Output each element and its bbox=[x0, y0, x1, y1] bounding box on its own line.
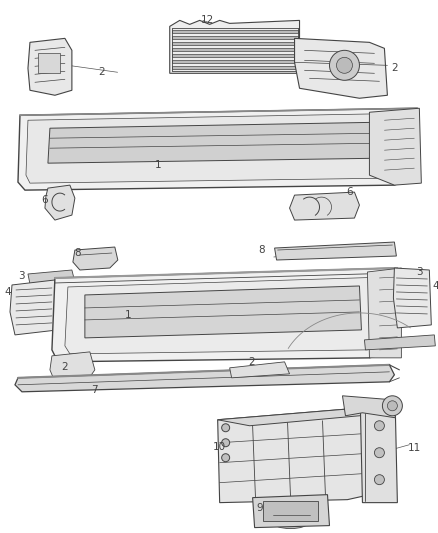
Polygon shape bbox=[28, 270, 75, 284]
Polygon shape bbox=[10, 280, 58, 335]
Circle shape bbox=[222, 439, 230, 447]
Polygon shape bbox=[45, 185, 75, 220]
Polygon shape bbox=[393, 268, 431, 328]
Polygon shape bbox=[294, 38, 387, 98]
Polygon shape bbox=[230, 362, 290, 378]
Bar bbox=[38, 53, 60, 74]
Circle shape bbox=[374, 448, 385, 458]
Polygon shape bbox=[85, 286, 361, 338]
Bar bbox=[172, 66, 297, 69]
Polygon shape bbox=[253, 495, 329, 528]
Text: 1: 1 bbox=[155, 160, 161, 170]
Polygon shape bbox=[48, 122, 381, 163]
Polygon shape bbox=[218, 408, 392, 426]
Circle shape bbox=[382, 396, 403, 416]
Text: 10: 10 bbox=[213, 442, 226, 452]
Polygon shape bbox=[18, 108, 419, 190]
Polygon shape bbox=[275, 242, 396, 260]
Text: 2: 2 bbox=[62, 362, 68, 372]
Bar bbox=[172, 54, 297, 58]
Bar bbox=[172, 30, 297, 34]
Polygon shape bbox=[367, 268, 401, 358]
Text: 12: 12 bbox=[201, 15, 214, 26]
Text: 1: 1 bbox=[124, 310, 131, 320]
Polygon shape bbox=[364, 335, 435, 350]
Text: 11: 11 bbox=[408, 443, 421, 453]
Polygon shape bbox=[28, 38, 72, 95]
Polygon shape bbox=[73, 247, 118, 270]
Text: 2: 2 bbox=[248, 357, 255, 367]
Text: 4: 4 bbox=[432, 281, 438, 291]
Circle shape bbox=[222, 424, 230, 432]
Bar bbox=[172, 42, 297, 45]
Polygon shape bbox=[360, 410, 397, 503]
Text: 9: 9 bbox=[256, 503, 263, 513]
Bar bbox=[263, 500, 318, 521]
Text: 3: 3 bbox=[19, 271, 25, 281]
Circle shape bbox=[374, 475, 385, 484]
Bar bbox=[172, 36, 297, 39]
Text: 3: 3 bbox=[416, 267, 423, 277]
Ellipse shape bbox=[273, 516, 308, 529]
Text: 4: 4 bbox=[5, 287, 11, 297]
Text: 6: 6 bbox=[42, 195, 48, 205]
Bar bbox=[172, 60, 297, 63]
Polygon shape bbox=[369, 108, 421, 185]
Circle shape bbox=[222, 454, 230, 462]
Text: 8: 8 bbox=[258, 245, 265, 255]
Ellipse shape bbox=[389, 133, 410, 163]
Text: 7: 7 bbox=[92, 385, 98, 395]
Bar bbox=[172, 49, 297, 51]
Text: 8: 8 bbox=[74, 248, 81, 258]
Circle shape bbox=[387, 401, 397, 411]
Polygon shape bbox=[50, 352, 95, 382]
Circle shape bbox=[329, 50, 360, 80]
Circle shape bbox=[374, 421, 385, 431]
Polygon shape bbox=[26, 113, 411, 183]
Polygon shape bbox=[218, 408, 365, 503]
Text: 6: 6 bbox=[346, 187, 353, 197]
Text: 2: 2 bbox=[99, 67, 105, 77]
Polygon shape bbox=[343, 396, 396, 418]
Polygon shape bbox=[170, 20, 300, 74]
Polygon shape bbox=[65, 277, 389, 354]
Circle shape bbox=[336, 58, 353, 74]
Polygon shape bbox=[52, 268, 399, 362]
Polygon shape bbox=[15, 365, 394, 392]
Text: 2: 2 bbox=[391, 63, 398, 74]
Polygon shape bbox=[290, 192, 360, 220]
